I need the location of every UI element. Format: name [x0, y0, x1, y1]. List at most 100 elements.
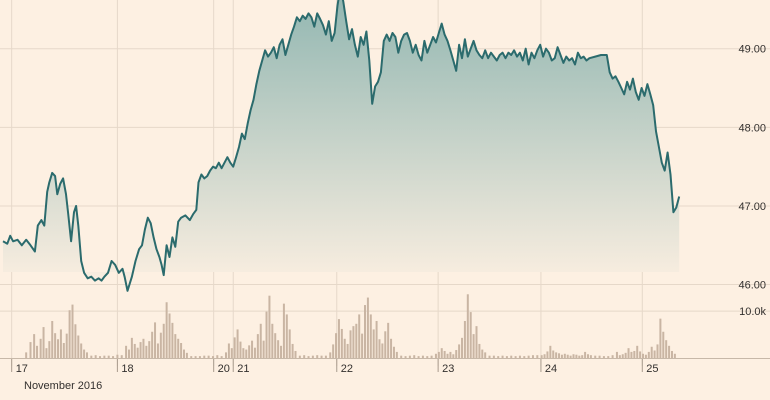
volume-bar — [294, 350, 297, 358]
price-point — [325, 34, 326, 35]
price-point — [516, 56, 517, 57]
price-point — [349, 39, 350, 40]
price-point — [172, 237, 173, 238]
price-point — [545, 48, 546, 49]
volume-bar — [575, 354, 578, 358]
price-point — [430, 44, 431, 45]
volume-bar — [644, 354, 647, 358]
volume-bar — [274, 333, 277, 358]
volume-bar — [57, 339, 60, 358]
price-point — [531, 52, 532, 53]
price-point — [181, 217, 182, 218]
price-point — [528, 64, 529, 65]
volume-bar — [540, 355, 543, 358]
price-point — [372, 103, 373, 104]
price-point — [409, 40, 410, 41]
price-point — [479, 54, 480, 55]
price-point — [647, 84, 648, 85]
volume-bar — [384, 331, 387, 358]
volume-bar — [378, 339, 381, 358]
price-point — [65, 194, 66, 195]
volume-bar — [207, 355, 210, 358]
volume-bar — [558, 353, 561, 358]
price-area — [3, 0, 680, 291]
volume-bar — [458, 344, 461, 358]
volume-bar — [145, 345, 148, 358]
volume-bar — [514, 356, 517, 358]
volume-bar — [560, 354, 563, 358]
volume-bar — [127, 349, 130, 358]
volume-bar — [527, 355, 530, 358]
price-point — [572, 58, 573, 59]
price-point — [198, 182, 199, 183]
price-point — [618, 81, 619, 82]
volume-bar — [165, 302, 168, 358]
price-point — [161, 264, 162, 265]
price-point — [346, 21, 347, 22]
volume-bars — [25, 294, 676, 358]
price-point — [456, 70, 457, 71]
volume-bar — [268, 295, 271, 358]
volume-bar — [572, 354, 575, 358]
volume-bar — [581, 355, 584, 358]
volume-bar — [624, 352, 627, 358]
volume-bar — [280, 345, 283, 358]
price-point — [548, 52, 549, 53]
volume-bar — [285, 314, 288, 358]
price-point — [621, 87, 622, 88]
volume-bar — [369, 314, 372, 358]
price-point — [204, 178, 205, 179]
price-point — [383, 40, 384, 41]
price-point — [624, 94, 625, 95]
volume-bar — [36, 345, 39, 358]
volume-bar — [449, 351, 452, 358]
price-point — [127, 290, 128, 291]
volume-bar — [62, 343, 65, 358]
volume-bar — [277, 340, 280, 358]
volume-bar — [253, 347, 256, 358]
volume-bar — [183, 349, 185, 358]
price-point — [10, 235, 11, 236]
price-point — [156, 249, 157, 250]
price-point — [638, 99, 639, 100]
price-point — [270, 52, 271, 53]
price-point — [169, 256, 170, 257]
price-point — [334, 32, 335, 33]
price-point — [595, 56, 596, 57]
volume-bar — [59, 329, 62, 358]
volume-bar — [440, 348, 443, 358]
volume-bar — [177, 338, 180, 358]
volume-bar — [335, 333, 338, 358]
volume-bar — [469, 312, 472, 358]
price-point — [679, 196, 680, 197]
price-point — [94, 280, 95, 281]
x-tick-label: 21 — [237, 363, 249, 375]
price-point — [377, 81, 378, 82]
price-tick-label: 48.00 — [738, 122, 766, 134]
price-point — [473, 40, 474, 41]
volume-bar — [103, 355, 106, 358]
price-point — [259, 70, 260, 71]
volume-bar — [390, 338, 393, 358]
price-point — [415, 44, 416, 45]
volume-bar — [555, 352, 558, 358]
price-point — [586, 60, 587, 61]
price-point — [514, 50, 515, 51]
volume-bar — [245, 349, 248, 358]
price-point — [285, 54, 286, 55]
price-point — [84, 272, 85, 273]
price-point — [447, 40, 448, 41]
price-point — [244, 139, 245, 140]
price-point — [233, 166, 234, 167]
volume-bar — [404, 356, 407, 358]
price-point — [615, 76, 616, 77]
volume-bar — [437, 351, 440, 358]
volume-bar — [546, 351, 549, 358]
volume-bar — [665, 340, 668, 358]
price-tick-label: 47.00 — [738, 201, 766, 213]
volume-bar — [303, 355, 306, 358]
volume-bar — [320, 355, 323, 358]
price-point — [273, 47, 274, 48]
price-point — [450, 50, 451, 51]
price-point — [464, 39, 465, 40]
